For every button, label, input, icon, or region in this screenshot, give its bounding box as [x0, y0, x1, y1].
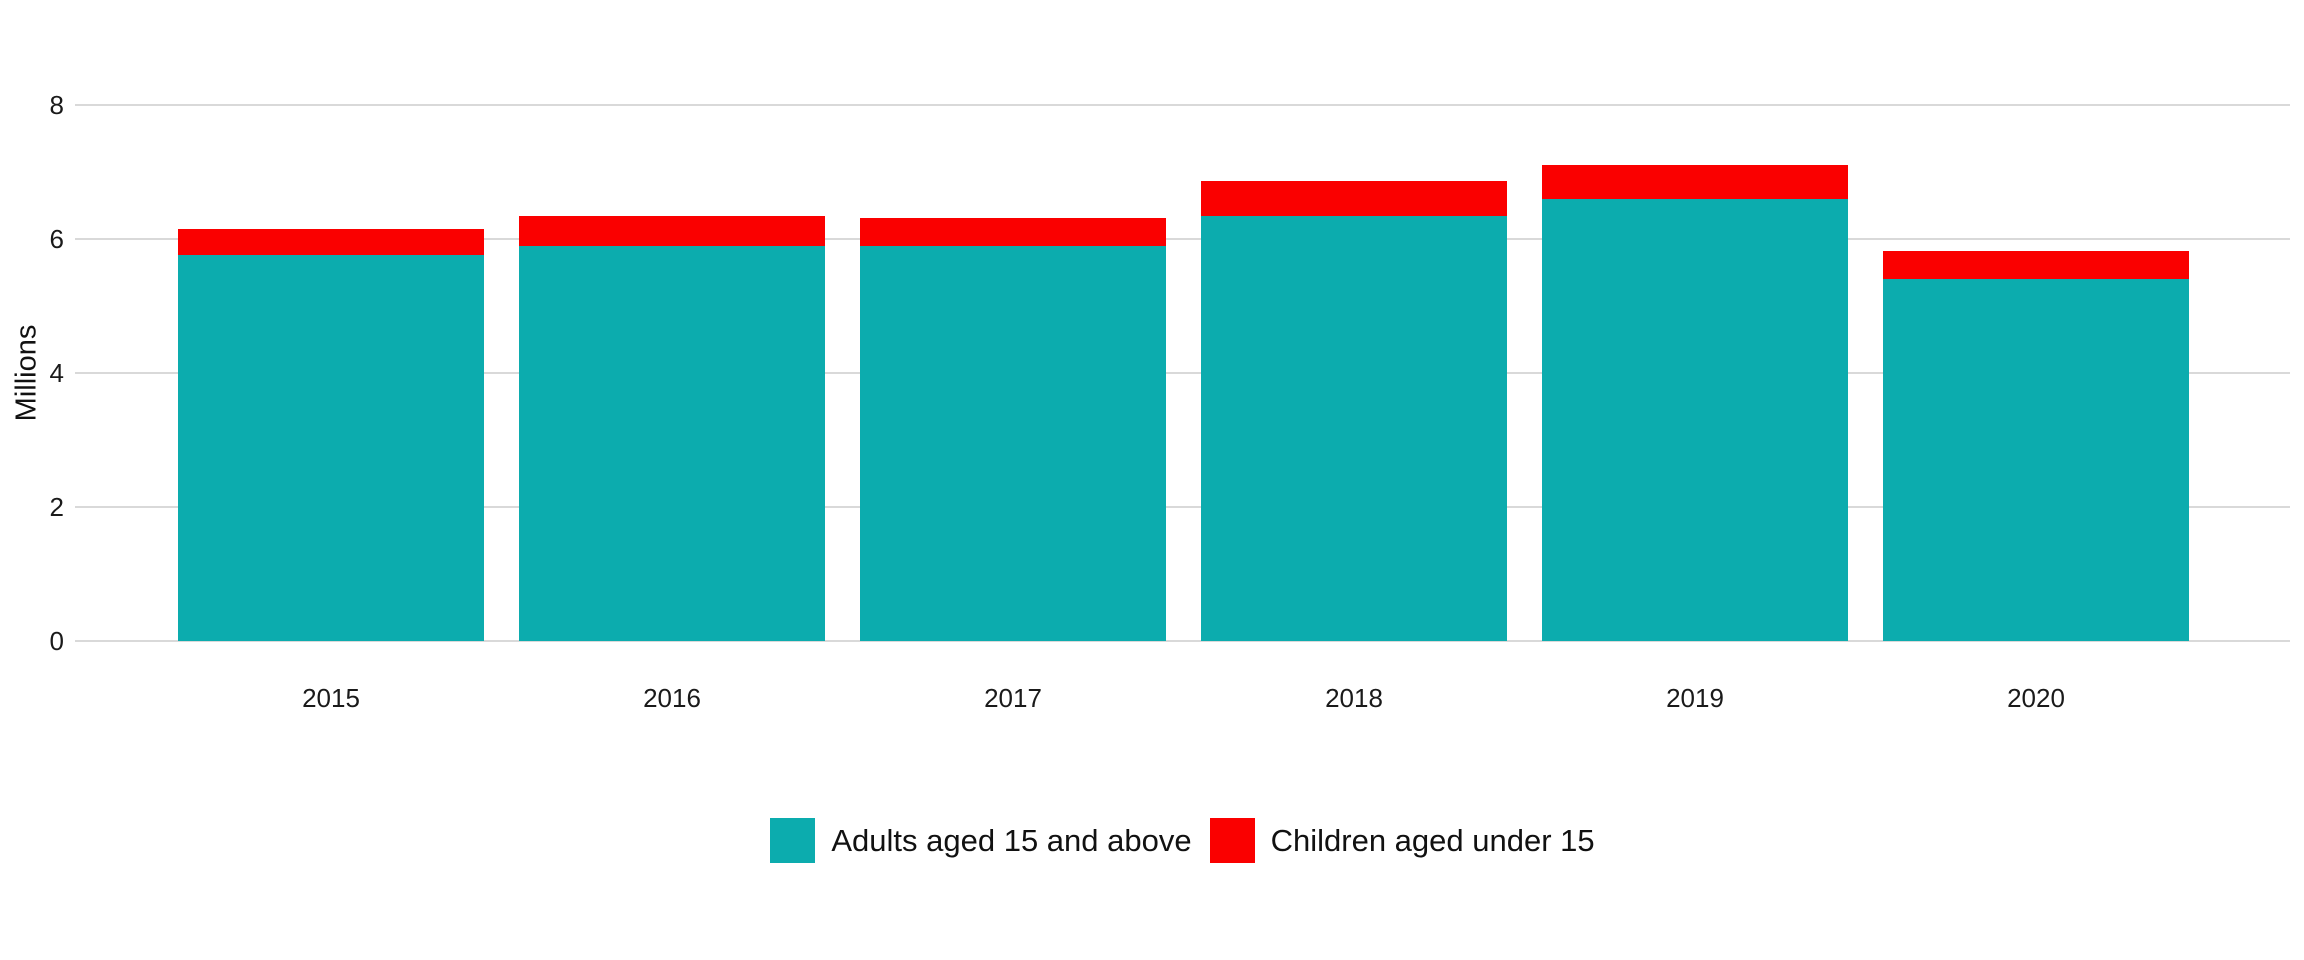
x-tick-label-2019: 2019 [1666, 683, 1724, 713]
gridline-2 [75, 506, 2290, 508]
x-tick-label-2017: 2017 [984, 683, 1042, 713]
x-tick-label-2016: 2016 [643, 683, 701, 713]
x-tick-label-2020: 2020 [2007, 683, 2065, 713]
legend-label: Children aged under 15 [1270, 822, 1595, 858]
bar-segment-2016-children-aged-under-15[interactable] [519, 215, 825, 246]
y-tick-label-8: 8 [49, 90, 64, 120]
gridline-0 [75, 640, 2290, 642]
x-tick-label-2018: 2018 [1325, 683, 1383, 713]
bar-segment-2020-adults-aged-15-and-above[interactable] [1883, 279, 2189, 641]
gridline-4 [75, 372, 2290, 374]
gridline-8 [75, 104, 2290, 106]
bar-segment-2018-children-aged-under-15[interactable] [1201, 181, 1507, 217]
gridline-6 [75, 238, 2290, 240]
legend-swatch-icon [770, 818, 816, 863]
bar-segment-2017-adults-aged-15-and-above[interactable] [860, 245, 1166, 641]
x-tick-label-2015: 2015 [302, 683, 360, 713]
bar-segment-2016-adults-aged-15-and-above[interactable] [519, 245, 825, 641]
bar-segment-2015-children-aged-under-15[interactable] [178, 228, 484, 256]
legend-label: Adults aged 15 and above [831, 822, 1192, 858]
bar-segment-2018-adults-aged-15-and-above[interactable] [1201, 216, 1507, 641]
bar-segment-2020-children-aged-under-15[interactable] [1883, 251, 2189, 280]
bar-segment-2019-children-aged-under-15[interactable] [1542, 165, 1848, 200]
y-tick-label-6: 6 [49, 224, 64, 254]
bar-segment-2015-adults-aged-15-and-above[interactable] [178, 255, 484, 641]
y-tick-label-4: 4 [49, 358, 64, 388]
legend-item-adults[interactable]: Adults aged 15 and above [770, 818, 1192, 863]
legend-item-children[interactable]: Children aged under 15 [1209, 818, 1595, 863]
legend-swatch-icon [1209, 818, 1255, 863]
bar-segment-2017-children-aged-under-15[interactable] [860, 217, 1166, 246]
bar-segment-2019-adults-aged-15-and-above[interactable] [1542, 199, 1848, 641]
y-tick-label-2: 2 [49, 492, 64, 522]
legend: Adults aged 15 and above Children aged un… [75, 818, 2290, 863]
y-tick-label-0: 0 [49, 626, 64, 656]
